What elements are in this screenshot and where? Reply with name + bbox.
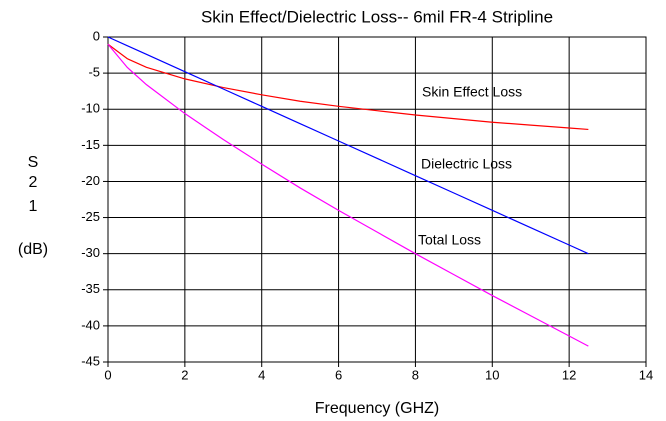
series-line bbox=[107, 43, 589, 347]
x-axis-label: Frequency (GHZ) bbox=[315, 400, 439, 417]
y-tick-label: -40 bbox=[81, 317, 100, 332]
plot-border bbox=[107, 36, 647, 363]
series-line bbox=[107, 43, 589, 131]
y-axis-label: 2 bbox=[29, 174, 38, 191]
y-tick-label: -10 bbox=[81, 101, 100, 116]
y-tick-label: -5 bbox=[88, 65, 100, 80]
x-tick-label: 2 bbox=[181, 367, 188, 382]
x-tick-label: 4 bbox=[258, 367, 265, 382]
x-tick-label: 10 bbox=[485, 367, 499, 382]
series-label: Skin Effect Loss bbox=[422, 84, 522, 100]
x-tick-label: 0 bbox=[104, 367, 111, 382]
plot-area bbox=[108, 37, 646, 362]
x-tick-label: 8 bbox=[412, 367, 419, 382]
series-line bbox=[107, 36, 589, 255]
y-tick-label: -25 bbox=[81, 209, 100, 224]
y-tick-label: -30 bbox=[81, 245, 100, 260]
x-tick-label: 6 bbox=[335, 367, 342, 382]
y-axis-label: (dB) bbox=[18, 241, 48, 258]
x-tick-label: 14 bbox=[639, 367, 653, 382]
y-axis-label: 1 bbox=[29, 198, 38, 215]
y-tick-label: -45 bbox=[81, 353, 100, 368]
x-tick-label: 12 bbox=[562, 367, 576, 382]
series-label: Dielectric Loss bbox=[421, 156, 512, 172]
y-tick-label: -35 bbox=[81, 281, 100, 296]
y-tick-label: -15 bbox=[81, 137, 100, 152]
y-axis-label: S bbox=[28, 154, 39, 171]
series-label: Total Loss bbox=[418, 232, 481, 248]
y-tick-label: -20 bbox=[81, 173, 100, 188]
y-tick-label: 0 bbox=[93, 28, 100, 43]
chart-title: Skin Effect/Dielectric Loss-- 6mil FR-4 … bbox=[201, 7, 553, 26]
